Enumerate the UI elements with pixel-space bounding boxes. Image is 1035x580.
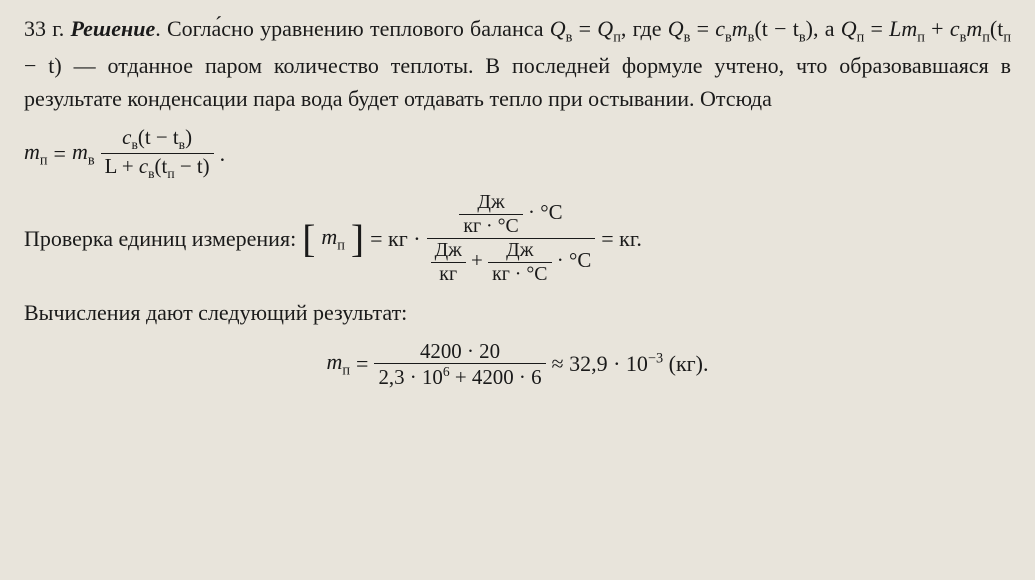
text: (t (155, 154, 168, 178)
text: = (864, 16, 889, 41)
text: (кг). (663, 351, 708, 376)
num: Дж (431, 239, 466, 262)
sub: п (40, 152, 48, 168)
var-m: m (321, 224, 337, 249)
coef: mв (72, 135, 95, 172)
eq-lhs: mп (326, 345, 350, 382)
num: Дж (459, 191, 522, 214)
sub: п (167, 166, 174, 181)
text: = кг. (601, 222, 642, 255)
numerator: cв(t − tв) (101, 125, 214, 153)
text: − t) (175, 154, 210, 178)
fraction: cв(t − tв) L + cв(tп − t) (101, 125, 214, 182)
denominator: Дж кг + Дж кг · °C · °C (427, 238, 596, 286)
answer-value: 33 г. (24, 16, 71, 41)
unit-C: °C (540, 201, 562, 225)
denominator: 2,3 · 106 + 4200 · 6 (374, 363, 545, 389)
exp: 6 (443, 364, 450, 379)
numerator: Дж кг · °C · °C (427, 191, 596, 238)
sub: п (1003, 29, 1011, 45)
sub: в (799, 29, 806, 45)
paragraph-3: Вычисления дают следующий результат: (24, 296, 1011, 329)
numerator: 4200 · 20 (374, 339, 545, 363)
inner-frac: Дж кг · °C (488, 239, 551, 286)
text: + 4200 · 6 (450, 365, 542, 389)
inner-frac: Дж кг · °C (459, 191, 522, 238)
sub: п (342, 363, 350, 379)
text: ), а (806, 16, 841, 41)
text: L + (105, 154, 139, 178)
var-m: m (326, 349, 342, 374)
var-Q: Q (550, 16, 566, 41)
equals: = (54, 137, 66, 170)
den: кг (431, 262, 466, 286)
sub: п (613, 29, 621, 45)
exp: −3 (648, 351, 663, 367)
text: ) (185, 125, 192, 149)
text: , где (621, 16, 668, 41)
sub: п (982, 29, 990, 45)
var-c: c (715, 16, 725, 41)
dot: · (557, 248, 569, 272)
period: . (220, 137, 226, 170)
solution-label: Решение (71, 16, 156, 41)
units-fraction: Дж кг · °C · °C Дж кг + Дж кг · °C · °C (427, 191, 596, 285)
dot: · (528, 201, 540, 225)
var-c: c (139, 154, 148, 178)
text: (t (990, 16, 1003, 41)
var-Q: Q (841, 16, 857, 41)
sub: в (88, 152, 95, 168)
unit-C: °C (569, 248, 591, 272)
var-m: m (732, 16, 748, 41)
sub: п (337, 238, 345, 254)
equals: = (356, 347, 368, 380)
var-Lm: Lm (889, 16, 917, 41)
den: кг · °C (459, 214, 522, 238)
den: кг · °C (488, 262, 551, 286)
text: = кг · (370, 222, 420, 255)
text: + (925, 16, 950, 41)
var-m: m (966, 16, 982, 41)
text: Проверка единиц измерения: (24, 222, 296, 255)
fraction: 4200 · 20 2,3 · 106 + 4200 · 6 (374, 339, 545, 389)
approx-result: ≈ 32,9 · 10−3 (кг). (552, 347, 709, 380)
paragraph-1: 33 г. Решение. Согла́сно уравнению тепло… (24, 12, 1011, 115)
var: mп (321, 220, 345, 257)
sub: п (917, 29, 925, 45)
equation-numeric: mп = 4200 · 20 2,3 · 106 + 4200 · 6 ≈ 32… (24, 339, 1011, 389)
text: ≈ 32,9 · 10 (552, 351, 648, 376)
denominator: L + cв(tп − t) (101, 153, 214, 182)
num: Дж (488, 239, 551, 262)
var-Q: Q (668, 16, 684, 41)
text: (t − t (138, 125, 179, 149)
text: = (690, 16, 715, 41)
var-m: m (72, 139, 88, 164)
inner-frac: Дж кг (431, 239, 466, 286)
eq-lhs: mп (24, 135, 48, 172)
text: 2,3 · 10 (378, 365, 442, 389)
physics-solution-page: 33 г. Решение. Согла́сно уравнению тепло… (0, 0, 1035, 411)
var-c: c (950, 16, 960, 41)
text: (t − t (754, 16, 798, 41)
sub: в (725, 29, 732, 45)
text: . Согла́сно уравнению теплового баланса (155, 16, 550, 41)
var-Q: Q (597, 16, 613, 41)
equation-mp-formula: mп = mв cв(t − tв) L + cв(tп − t) . (24, 125, 1011, 182)
text: − t) — отданное паром количество теплоты… (24, 53, 1011, 111)
dimensional-check: Проверка единиц измерения: [ mп ] = кг ·… (24, 191, 1011, 285)
plus: + (471, 248, 488, 272)
text: = (572, 16, 597, 41)
var-m: m (24, 139, 40, 164)
